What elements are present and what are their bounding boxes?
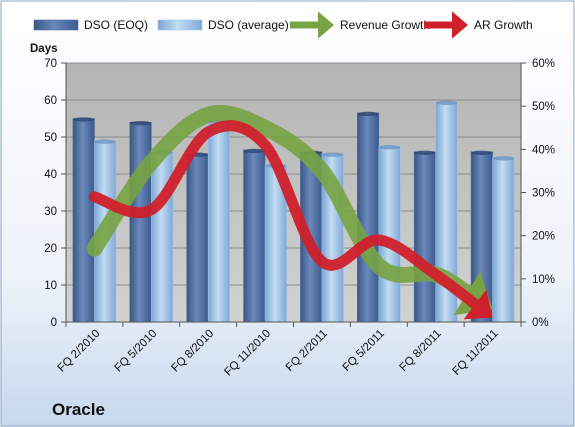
bar-cap: [243, 148, 266, 154]
ar-growth-arrowhead: [463, 289, 493, 320]
y-tick-label: 40: [44, 169, 57, 181]
legend-arrowhead: [318, 11, 334, 39]
y2-tick-label: 30%: [532, 188, 555, 200]
y2-tick-label: 60%: [532, 58, 555, 70]
bar-cap: [72, 117, 95, 122]
legend: DSO (EOQ) DSO (average) Revenue Growth AR G…: [33, 11, 533, 39]
y2-tick-label: 20%: [532, 231, 555, 243]
bar-dso-eoq: [129, 121, 152, 323]
bar-cap: [321, 152, 344, 157]
bar-dso-eoq: [413, 151, 436, 323]
y-tick-label: 60: [44, 95, 57, 107]
y-tick-label: 70: [44, 58, 57, 70]
y-tick-label: 30: [44, 206, 57, 218]
bar-dso-eoq: [357, 112, 380, 323]
revenue-growth-line: [86, 105, 481, 305]
legend-label: DSO (EOQ): [84, 18, 148, 32]
bar-cap: [357, 111, 379, 117]
y-tick-label: 20: [44, 243, 57, 255]
y2-tick-label: 10%: [532, 274, 555, 286]
legend-swatch: [157, 19, 203, 31]
y-tick-label: 50: [44, 132, 57, 144]
bar-cap: [471, 150, 493, 155]
bar-cap: [492, 156, 515, 161]
bar-cap: [129, 121, 152, 126]
bar-dso-average: [492, 157, 515, 323]
bar-dso-eoq: [72, 118, 95, 323]
bar-dso-eoq: [186, 153, 209, 323]
y-axis-title: Days: [30, 43, 58, 55]
legend-label: AR Growth: [474, 18, 533, 32]
bar-cap: [435, 100, 458, 106]
y2-tick-label: 0%: [532, 317, 549, 329]
bar-cap: [414, 150, 436, 155]
company-name: Oracle: [52, 400, 105, 419]
bar-cap: [378, 145, 401, 150]
legend-label: Revenue Growth: [340, 18, 430, 32]
y-tick-label: 10: [44, 280, 57, 292]
ar-growth-line: [88, 120, 485, 313]
bar-dso-average: [207, 120, 230, 323]
y2-tick-label: 40%: [532, 144, 555, 156]
growth-lines: [86, 105, 493, 320]
bar-dso-eoq: [243, 149, 266, 323]
legend-arrowhead: [452, 11, 468, 39]
y2-tick-label: 50%: [532, 101, 555, 113]
bar-cap: [94, 139, 116, 144]
legend-swatch: [33, 19, 79, 31]
bar-dso-average: [378, 145, 401, 323]
y-tick-label: 0: [51, 317, 57, 329]
bar-dso-average: [151, 151, 174, 323]
legend-label: DSO (average): [208, 18, 289, 32]
